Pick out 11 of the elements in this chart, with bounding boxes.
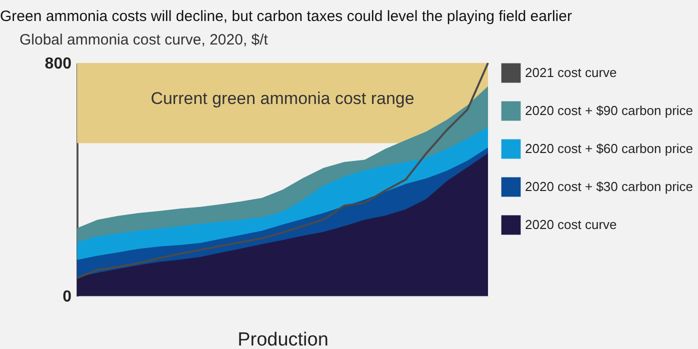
y-tick-label: 800: [44, 56, 72, 72]
legend-label: 2021 cost curve: [525, 65, 617, 80]
legend-label: 2020 cost curve: [525, 217, 617, 232]
legend-label: 2020 cost + $30 carbon price: [525, 179, 694, 194]
y-tick-label: 0: [62, 288, 72, 306]
chart-title: Green ammonia costs will decline, but carbon taxes could level the playing field earlier: [0, 8, 572, 25]
x-axis-title: Production: [238, 330, 328, 349]
legend-label: 2020 cost + $60 carbon price: [525, 141, 694, 156]
y-axis-title: Global ammonia cost curve, 2020, $/t: [20, 32, 269, 48]
legend-label: 2020 cost + $90 carbon price: [525, 103, 694, 118]
band-label: Current green ammonia cost range: [150, 89, 414, 108]
